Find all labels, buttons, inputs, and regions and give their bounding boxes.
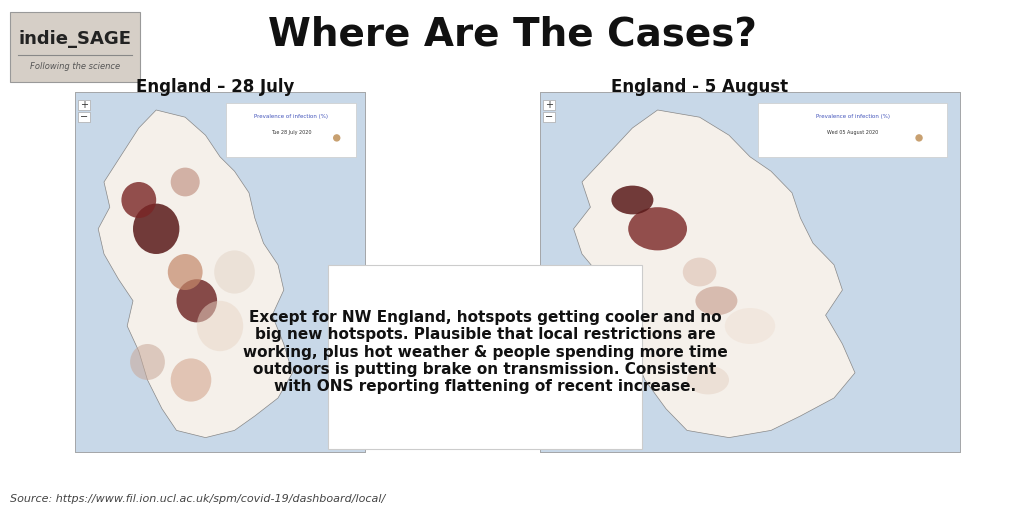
Ellipse shape — [171, 167, 200, 197]
Ellipse shape — [695, 286, 737, 315]
FancyBboxPatch shape — [75, 92, 365, 452]
FancyBboxPatch shape — [78, 112, 90, 122]
FancyBboxPatch shape — [75, 92, 365, 452]
Ellipse shape — [133, 204, 179, 254]
Ellipse shape — [130, 344, 165, 380]
Polygon shape — [573, 110, 855, 438]
FancyBboxPatch shape — [759, 103, 947, 157]
Text: −: − — [80, 112, 88, 122]
Ellipse shape — [122, 182, 157, 218]
Ellipse shape — [176, 279, 217, 323]
Text: Prevalence of infection (%): Prevalence of infection (%) — [816, 114, 890, 119]
Text: +: + — [545, 100, 553, 110]
FancyBboxPatch shape — [78, 100, 90, 110]
FancyBboxPatch shape — [540, 92, 961, 452]
FancyBboxPatch shape — [226, 103, 356, 157]
Text: Prevalence of infection (%): Prevalence of infection (%) — [254, 114, 328, 119]
Circle shape — [916, 135, 922, 141]
FancyBboxPatch shape — [328, 265, 642, 449]
Text: Except for NW England, hotspots getting cooler and no
big new hotspots. Plausibl: Except for NW England, hotspots getting … — [243, 310, 727, 394]
Polygon shape — [573, 99, 855, 441]
FancyBboxPatch shape — [10, 12, 140, 82]
Text: Where Are The Cases?: Where Are The Cases? — [267, 15, 757, 53]
Ellipse shape — [171, 358, 211, 401]
Ellipse shape — [628, 207, 687, 250]
Text: +: + — [80, 100, 88, 110]
Text: −: − — [545, 112, 553, 122]
Ellipse shape — [683, 258, 717, 286]
Ellipse shape — [168, 254, 203, 290]
Text: England – 28 July: England – 28 July — [136, 78, 294, 96]
Ellipse shape — [687, 366, 729, 394]
Text: Tue 28 July 2020: Tue 28 July 2020 — [270, 130, 311, 135]
Text: Following the science: Following the science — [30, 62, 120, 71]
Text: indie_SAGE: indie_SAGE — [18, 30, 131, 48]
Polygon shape — [98, 99, 293, 441]
Ellipse shape — [197, 301, 244, 351]
FancyBboxPatch shape — [543, 100, 555, 110]
FancyBboxPatch shape — [543, 112, 555, 122]
Text: Wed 05 August 2020: Wed 05 August 2020 — [827, 130, 879, 135]
Text: Source: https://www.fil.ion.ucl.ac.uk/spm/covid-19/dashboard/local/: Source: https://www.fil.ion.ucl.ac.uk/sp… — [10, 494, 385, 504]
FancyBboxPatch shape — [540, 92, 961, 452]
Polygon shape — [98, 110, 293, 438]
Ellipse shape — [611, 186, 653, 215]
Ellipse shape — [214, 250, 255, 293]
Circle shape — [334, 135, 340, 141]
Text: England - 5 August: England - 5 August — [611, 78, 788, 96]
Ellipse shape — [725, 308, 775, 344]
